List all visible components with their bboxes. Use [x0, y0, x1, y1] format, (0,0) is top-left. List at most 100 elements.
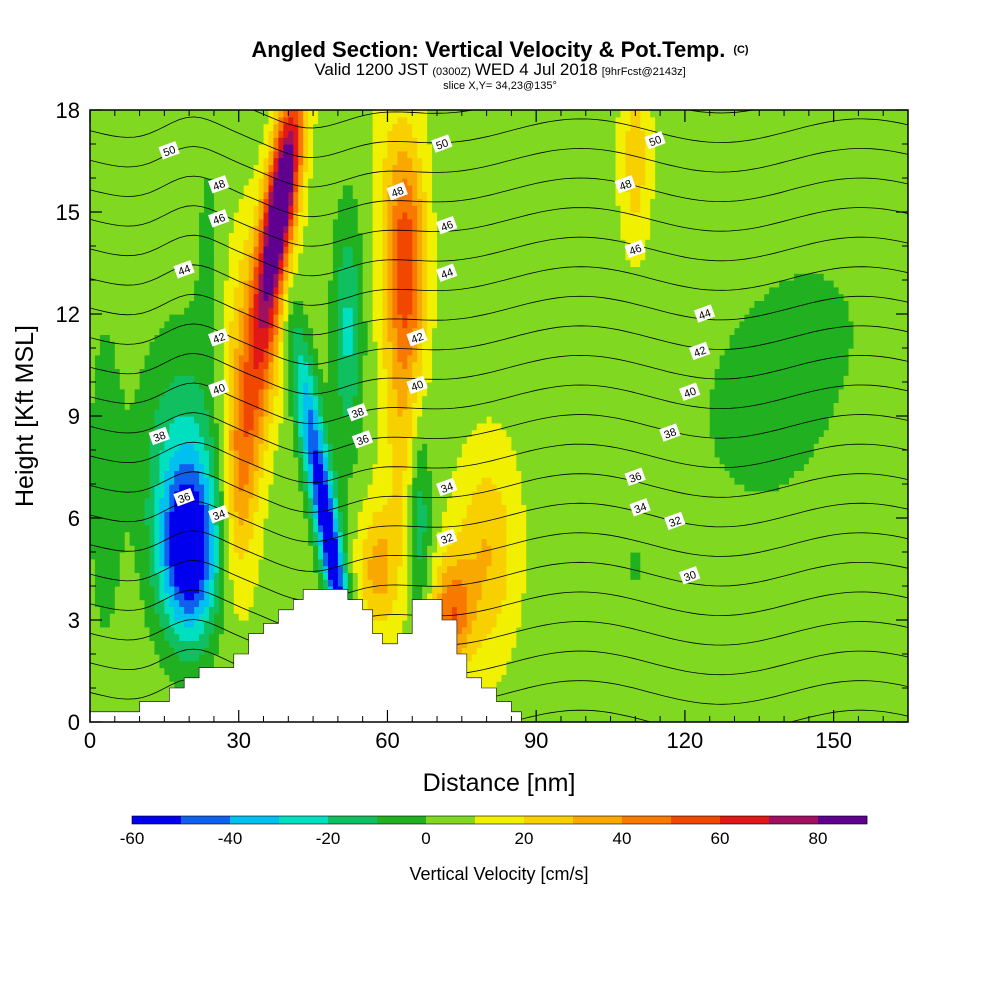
- field-cell: [774, 654, 780, 662]
- field-cell: [491, 667, 498, 675]
- field-cell: [635, 518, 641, 526]
- field-cell: [650, 667, 656, 675]
- field-cell: [595, 694, 602, 703]
- field-cell: [194, 667, 200, 675]
- field-cell: [531, 715, 537, 722]
- field-cell: [441, 613, 448, 621]
- field-cell: [585, 592, 592, 601]
- field-cell: [694, 715, 701, 722]
- field-cell: [273, 599, 279, 607]
- field-cell: [625, 524, 631, 533]
- field-cell: [531, 688, 537, 696]
- field-cell: [243, 552, 250, 560]
- field-cell: [99, 640, 106, 648]
- field-cell: [149, 538, 156, 546]
- field-cell: [481, 531, 488, 539]
- field-cell: [868, 715, 874, 722]
- field-cell: [615, 531, 622, 539]
- field-cell: [204, 531, 210, 539]
- field-cell: [551, 586, 557, 594]
- field-cell: [749, 524, 755, 533]
- field-cell: [412, 558, 418, 567]
- field-cell: [189, 572, 195, 580]
- field-cell: [516, 694, 522, 703]
- field-cell: [868, 538, 874, 546]
- field-cell: [620, 688, 627, 696]
- field-cell: [575, 667, 582, 675]
- field-cell: [412, 565, 418, 573]
- field-cell: [446, 592, 453, 601]
- field-cell: [298, 524, 304, 533]
- field-cell: [560, 599, 567, 607]
- field-cell: [169, 654, 175, 662]
- field-cell: [179, 620, 185, 628]
- field-cell: [684, 626, 691, 635]
- field-cell: [293, 586, 299, 594]
- field-cell: [560, 633, 567, 641]
- field-cell: [461, 599, 468, 607]
- field-cell: [674, 599, 681, 607]
- field-cell: [94, 647, 101, 655]
- field-cell: [704, 524, 711, 533]
- field-cell: [610, 681, 617, 689]
- field-cell: [714, 579, 721, 587]
- field-cell: [729, 674, 736, 682]
- field-cell: [313, 545, 319, 553]
- field-cell: [174, 545, 180, 553]
- field-cell: [204, 626, 210, 635]
- field-cell: [600, 572, 607, 580]
- field-cell: [268, 613, 275, 621]
- field-cell: [620, 565, 627, 573]
- field-cell: [536, 715, 542, 722]
- field-cell: [744, 674, 750, 682]
- field-cell: [858, 701, 864, 709]
- field-cell: [124, 579, 131, 587]
- field-cell: [233, 518, 240, 526]
- field-cell: [823, 688, 830, 696]
- field-cell: [357, 524, 364, 533]
- field-cell: [253, 518, 260, 526]
- field-cell: [501, 586, 508, 594]
- field-cell: [218, 586, 225, 594]
- field-cell: [139, 620, 146, 628]
- field-cell: [719, 613, 726, 621]
- field-cell: [813, 552, 820, 560]
- field-cell: [174, 660, 180, 669]
- field-cell: [714, 708, 721, 716]
- field-cell: [536, 688, 542, 696]
- field-cell: [258, 592, 265, 601]
- field-cell: [521, 688, 527, 696]
- field-cell: [99, 531, 106, 539]
- field-cell: [560, 552, 567, 560]
- field-cell: [536, 558, 542, 567]
- field-cell: [377, 626, 384, 635]
- field-cell: [813, 518, 820, 526]
- field-cell: [570, 667, 577, 675]
- field-cell: [437, 552, 443, 560]
- field-cell: [486, 552, 493, 560]
- field-cell: [610, 586, 617, 594]
- field-cell: [407, 538, 413, 546]
- field-cell: [293, 531, 299, 539]
- field-cell: [798, 654, 805, 662]
- field-cell: [134, 531, 141, 539]
- field-cell: [833, 552, 840, 560]
- field-cell: [620, 701, 627, 709]
- field-cell: [798, 572, 805, 580]
- field-cell: [124, 674, 131, 682]
- field-cell: [848, 688, 855, 696]
- field-cell: [144, 647, 151, 655]
- field-cell: [134, 701, 141, 709]
- field-cell: [417, 592, 423, 601]
- field-cell: [759, 647, 765, 655]
- field-cell: [199, 552, 205, 560]
- field-cell: [630, 558, 636, 567]
- field-cell: [724, 613, 731, 621]
- field-cell: [332, 524, 339, 533]
- field-cell: [803, 674, 810, 682]
- field-cell: [833, 620, 840, 628]
- field-cell: [605, 572, 612, 580]
- field-cell: [446, 552, 453, 560]
- field-cell: [407, 524, 413, 533]
- field-cell: [670, 640, 676, 648]
